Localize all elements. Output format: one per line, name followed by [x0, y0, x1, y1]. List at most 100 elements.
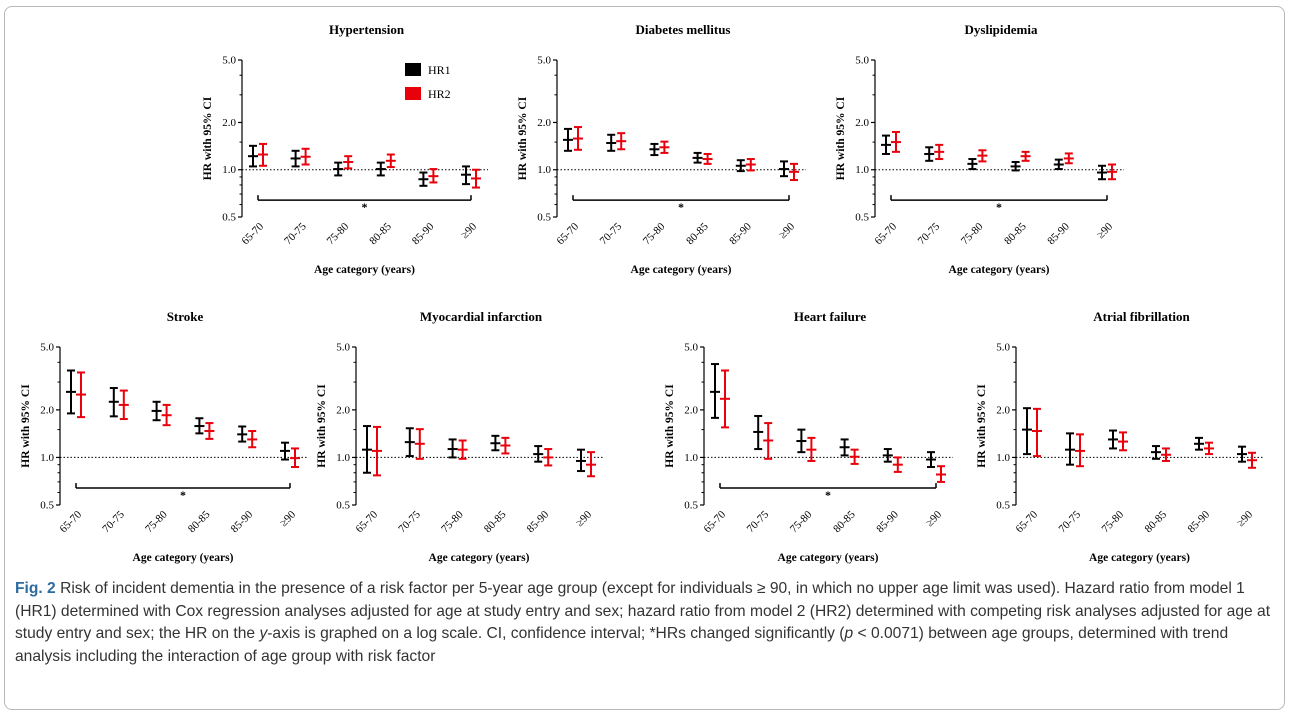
- y-tick-label: 5.0: [855, 55, 869, 67]
- x-tick-label: 65-70: [554, 220, 581, 247]
- x-tick-label: 75-80: [325, 220, 352, 247]
- x-tick-label: 75-80: [143, 508, 170, 535]
- x-tick-label: ≥90: [574, 508, 595, 529]
- y-axis-label: HR with 95% CI: [835, 96, 847, 180]
- x-tick-label: 85-90: [874, 508, 901, 535]
- significance-star: *: [825, 488, 831, 502]
- x-tick-label: ≥90: [278, 508, 299, 529]
- x-axis-label: Age category (years): [429, 552, 530, 564]
- x-tick-label: 80-85: [482, 508, 509, 535]
- x-tick-label: 80-85: [684, 220, 711, 247]
- x-tick-label: ≥90: [1235, 508, 1256, 529]
- x-axis-label: Age category (years): [949, 264, 1050, 276]
- x-axis-label: Age category (years): [314, 264, 415, 276]
- y-tick-label: 2.0: [40, 404, 54, 416]
- x-tick-label: ≥90: [777, 220, 798, 241]
- caption-text-2: -axis is graphed on a log scale. CI, con…: [267, 625, 845, 642]
- panel-title: Stroke: [167, 309, 204, 324]
- caption-y-axis-word: y: [259, 625, 268, 642]
- x-tick-label: 70-75: [282, 220, 309, 247]
- y-tick-label: 5.0: [336, 342, 350, 354]
- panel-title: Hypertension: [329, 22, 405, 37]
- chart-legend: HR1 HR2: [405, 63, 451, 101]
- x-tick-label: 70-75: [1056, 508, 1083, 535]
- y-axis-label: HR with 95% CI: [20, 384, 32, 468]
- chart-panel-6: Heart failure 0.5 1.0 2.0 5.0 HR with 95% CI 6…: [664, 309, 953, 564]
- panel-title: Myocardial infarction: [420, 309, 543, 324]
- y-tick-label: 1.0: [996, 452, 1010, 464]
- y-tick-label: 5.0: [537, 55, 551, 67]
- panel-title: Dyslipidemia: [965, 22, 1038, 37]
- y-tick-label: 1.0: [537, 164, 551, 176]
- panel-title: Diabetes mellitus: [636, 22, 731, 37]
- x-tick-label: 70-75: [598, 220, 625, 247]
- y-axis-label: HR with 95% CI: [517, 96, 529, 180]
- y-tick-label: 2.0: [684, 404, 698, 416]
- chart-panel-1: Hypertension 0.5 1.0 2.0 5.0 HR with 95% CI 65…: [202, 22, 488, 276]
- chart-panel-7: Atrial fibrillation 0.5 1.0 2.0 5.0 HR with 9…: [976, 309, 1264, 564]
- x-axis-label: Age category (years): [133, 552, 234, 564]
- x-tick-label: ≥90: [924, 508, 945, 529]
- x-tick-label: ≥90: [1095, 220, 1116, 241]
- y-axis-label: HR with 95% CI: [664, 384, 676, 468]
- x-tick-label: 65-70: [57, 508, 84, 535]
- x-axis-label: Age category (years): [631, 264, 732, 276]
- x-tick-label: 75-80: [1099, 508, 1126, 535]
- legend-label-hr1: HR1: [428, 63, 451, 77]
- significance-star: *: [180, 488, 186, 502]
- y-tick-label: 1.0: [222, 164, 236, 176]
- legend-swatch-hr2: [405, 87, 421, 100]
- y-tick-label: 0.5: [336, 500, 350, 512]
- x-tick-label: ≥90: [459, 220, 480, 241]
- x-tick-label: 75-80: [439, 508, 466, 535]
- y-tick-label: 2.0: [996, 404, 1010, 416]
- figure-panels: Hypertension 0.5 1.0 2.0 5.0 HR with 95% CI 65…: [20, 22, 1264, 564]
- x-tick-label: 85-90: [1185, 508, 1212, 535]
- x-tick-label: 70-75: [396, 508, 423, 535]
- panel-title: Heart failure: [794, 309, 867, 324]
- x-tick-label: 65-70: [701, 508, 728, 535]
- figure-frame: [4, 6, 1285, 710]
- y-tick-label: 5.0: [996, 342, 1010, 354]
- x-tick-label: 65-70: [239, 220, 266, 247]
- x-tick-label: 85-90: [410, 220, 437, 247]
- y-tick-label: 5.0: [222, 55, 236, 67]
- y-axis-label: HR with 95% CI: [202, 96, 214, 180]
- x-tick-label: 70-75: [100, 508, 127, 535]
- y-tick-label: 0.5: [684, 500, 698, 512]
- chart-panel-3: Dyslipidemia 0.5 1.0 2.0 5.0 HR with 95% CI 65…: [835, 22, 1124, 276]
- y-tick-label: 5.0: [684, 342, 698, 354]
- legend-swatch-hr1: [405, 63, 421, 76]
- x-tick-label: 65-70: [1013, 508, 1040, 535]
- x-axis-label: Age category (years): [1089, 552, 1190, 564]
- x-tick-label: 70-75: [745, 508, 772, 535]
- y-tick-label: 2.0: [537, 117, 551, 129]
- x-tick-label: 75-80: [641, 220, 668, 247]
- caption-text-1: Risk of incident dementia in the presenc…: [15, 580, 1271, 642]
- x-tick-label: 85-90: [727, 220, 754, 247]
- x-tick-label: 70-75: [916, 220, 943, 247]
- x-tick-label: 85-90: [229, 508, 256, 535]
- x-tick-label: 85-90: [1045, 220, 1072, 247]
- y-tick-label: 5.0: [40, 342, 54, 354]
- y-tick-label: 1.0: [855, 164, 869, 176]
- chart-panel-4: Stroke 0.5 1.0 2.0 5.0 HR with 95% CI 65-70 70-…: [20, 309, 307, 564]
- caption-p-symbol: p: [844, 625, 854, 642]
- x-tick-label: 65-70: [872, 220, 899, 247]
- y-tick-label: 1.0: [684, 452, 698, 464]
- x-tick-label: 80-85: [186, 508, 213, 535]
- caption-text-3: < 0.0071) between age groups, determined…: [15, 625, 1229, 665]
- figure-caption: Fig. 2 Risk of incident dementia in the …: [15, 578, 1277, 668]
- y-tick-label: 2.0: [222, 117, 236, 129]
- chart-panel-5: Myocardial infarction 0.5 1.0 2.0 5.0 HR with…: [316, 309, 603, 564]
- caption-figure-label: Fig. 2: [15, 580, 56, 597]
- x-tick-label: 75-80: [959, 220, 986, 247]
- x-tick-label: 65-70: [353, 508, 380, 535]
- x-tick-label: 75-80: [788, 508, 815, 535]
- significance-star: *: [362, 200, 368, 214]
- x-axis-label: Age category (years): [778, 552, 879, 564]
- x-tick-label: 80-85: [1142, 508, 1169, 535]
- y-tick-label: 0.5: [40, 500, 54, 512]
- y-tick-label: 0.5: [222, 212, 236, 224]
- significance-star: *: [996, 200, 1002, 214]
